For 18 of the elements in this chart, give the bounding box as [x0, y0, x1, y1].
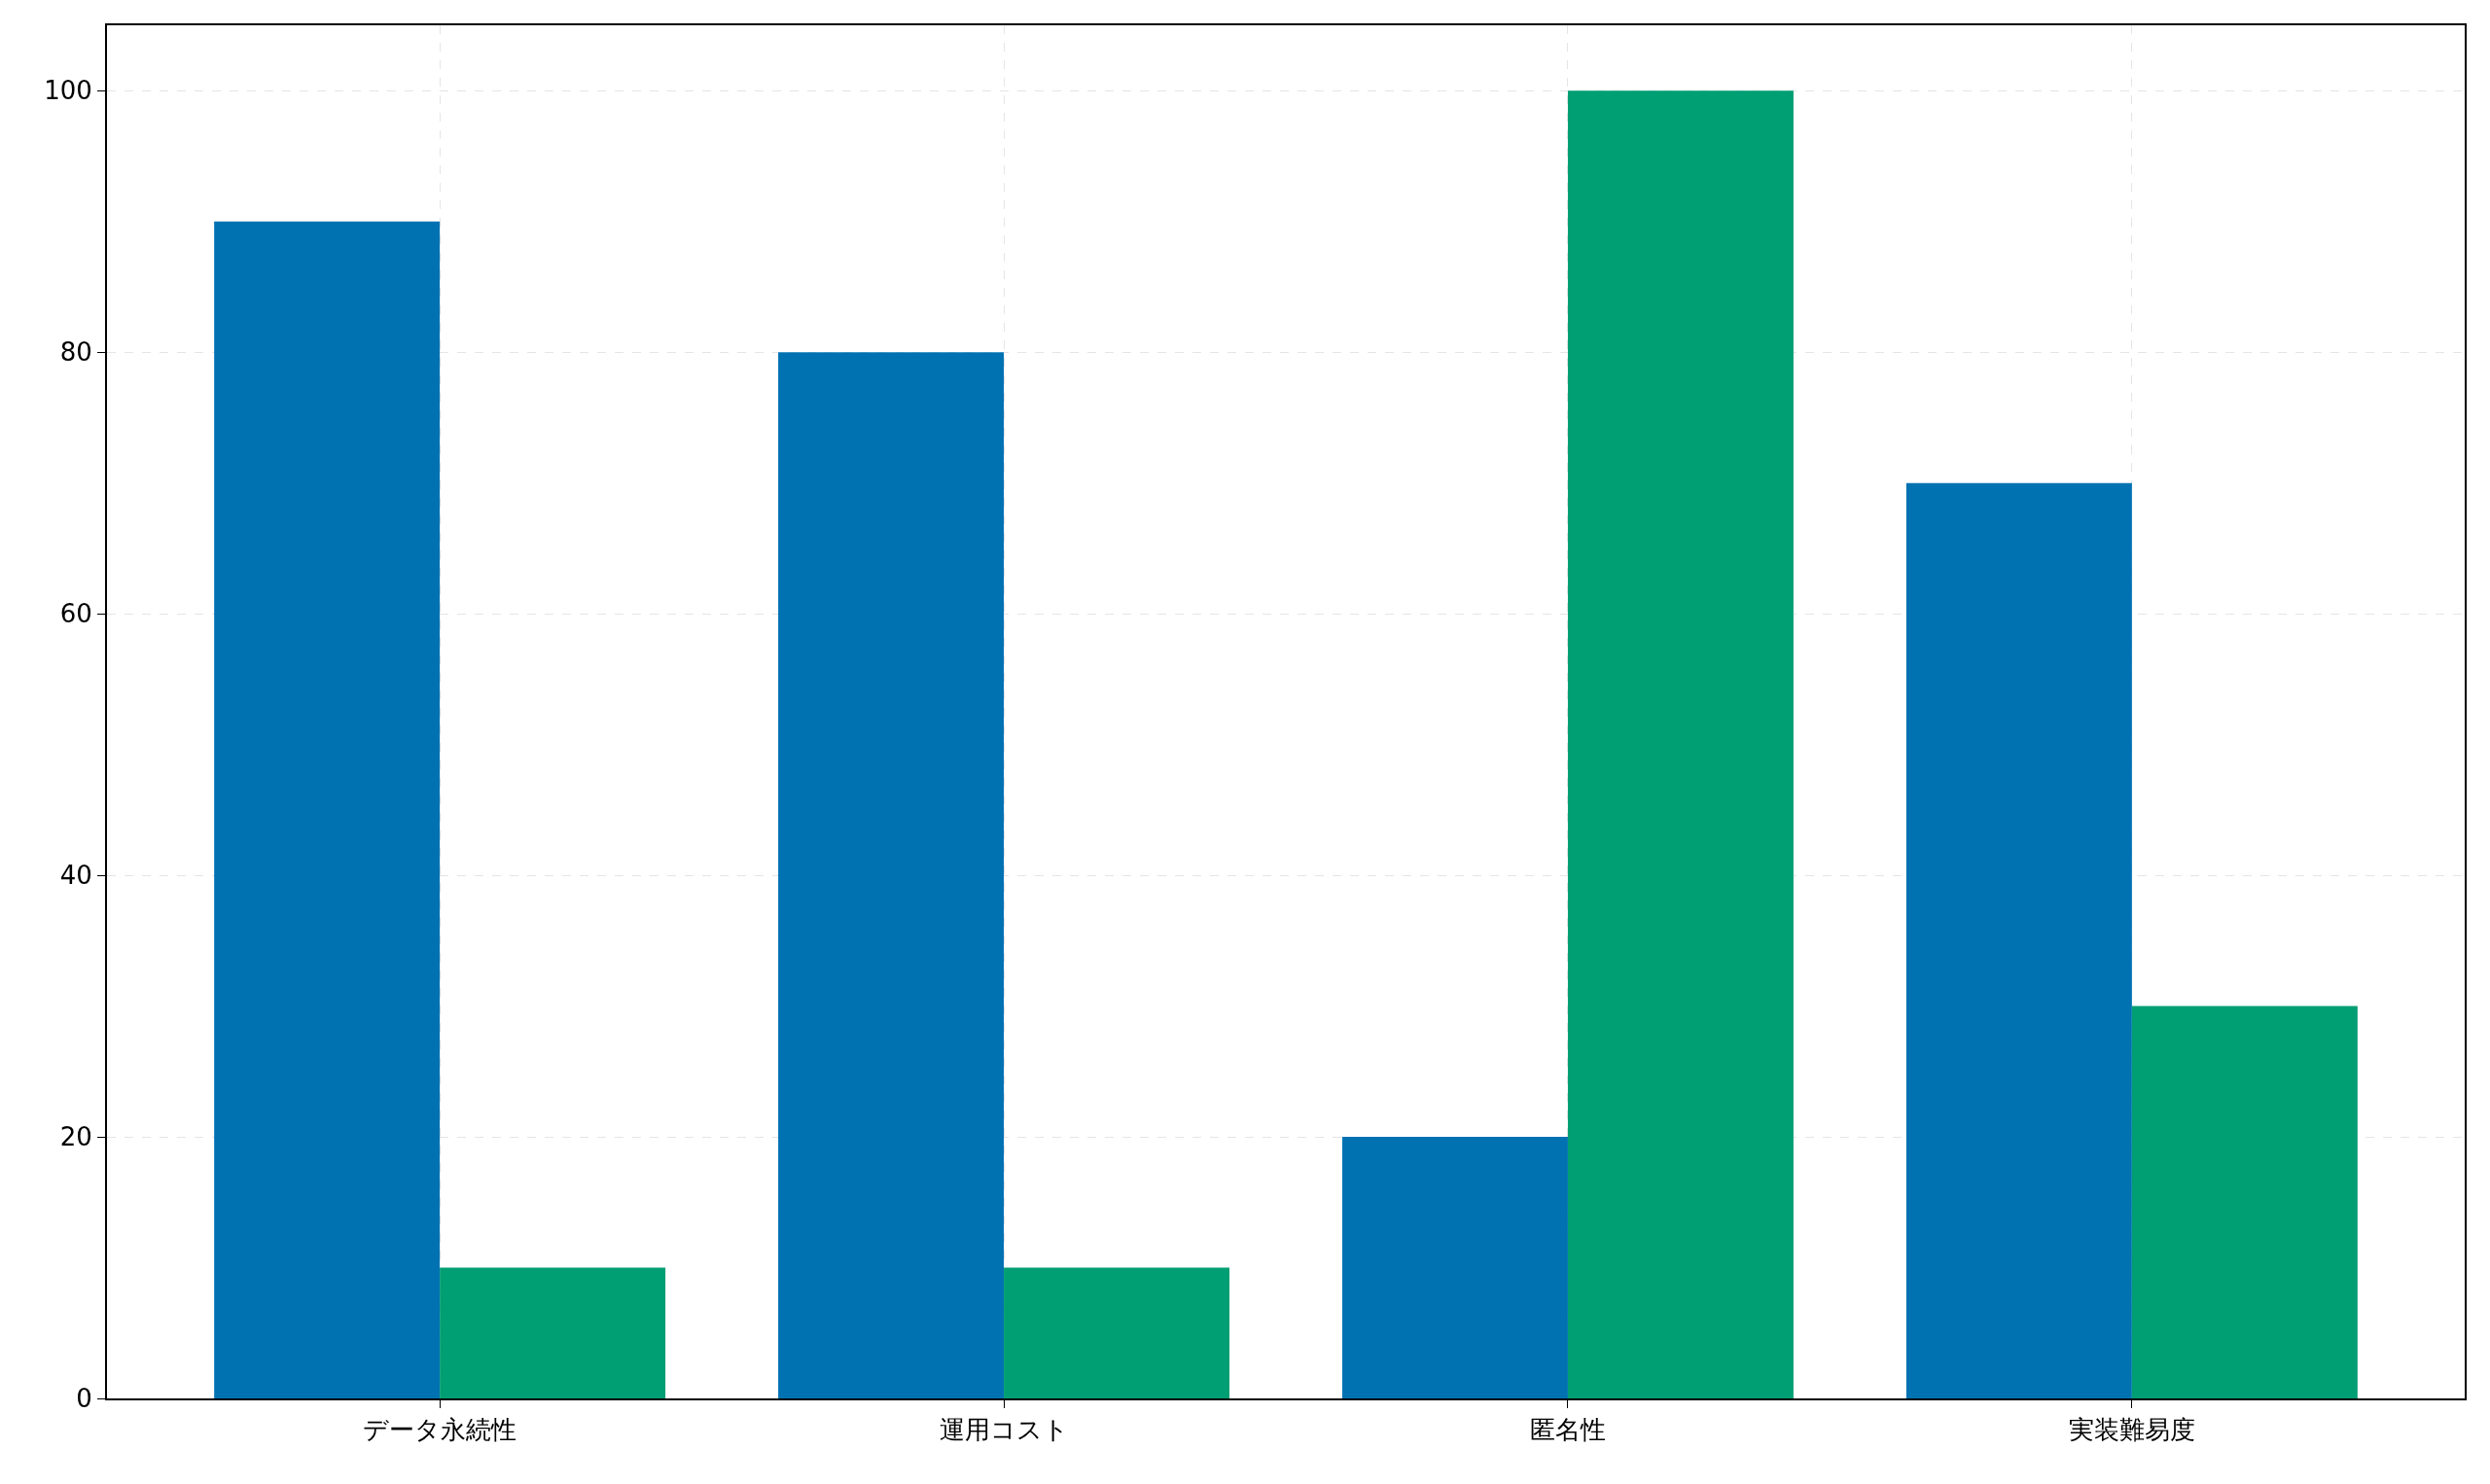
bar	[2131, 1006, 2358, 1398]
x-tick-label: 実装難易度	[2068, 1415, 2195, 1445]
y-tick-label: 0	[76, 1384, 92, 1414]
bar	[778, 352, 1005, 1398]
x-tick-label: 匿名性	[1529, 1415, 1606, 1445]
y-tick-label: 40	[59, 861, 92, 891]
y-tick-label: 80	[59, 337, 92, 368]
y-tick-label: 20	[59, 1122, 92, 1152]
bar	[1004, 1267, 1230, 1398]
x-tick-label: 運用コスト	[939, 1415, 1069, 1445]
bar	[1567, 90, 1794, 1398]
y-tick-label: 100	[44, 76, 92, 106]
bar	[1341, 1137, 1568, 1398]
x-tick-label: データ永続性	[363, 1415, 517, 1445]
bar	[214, 221, 441, 1398]
y-tick-label: 60	[59, 599, 92, 629]
bar	[440, 1267, 666, 1398]
bar	[1905, 482, 2132, 1398]
